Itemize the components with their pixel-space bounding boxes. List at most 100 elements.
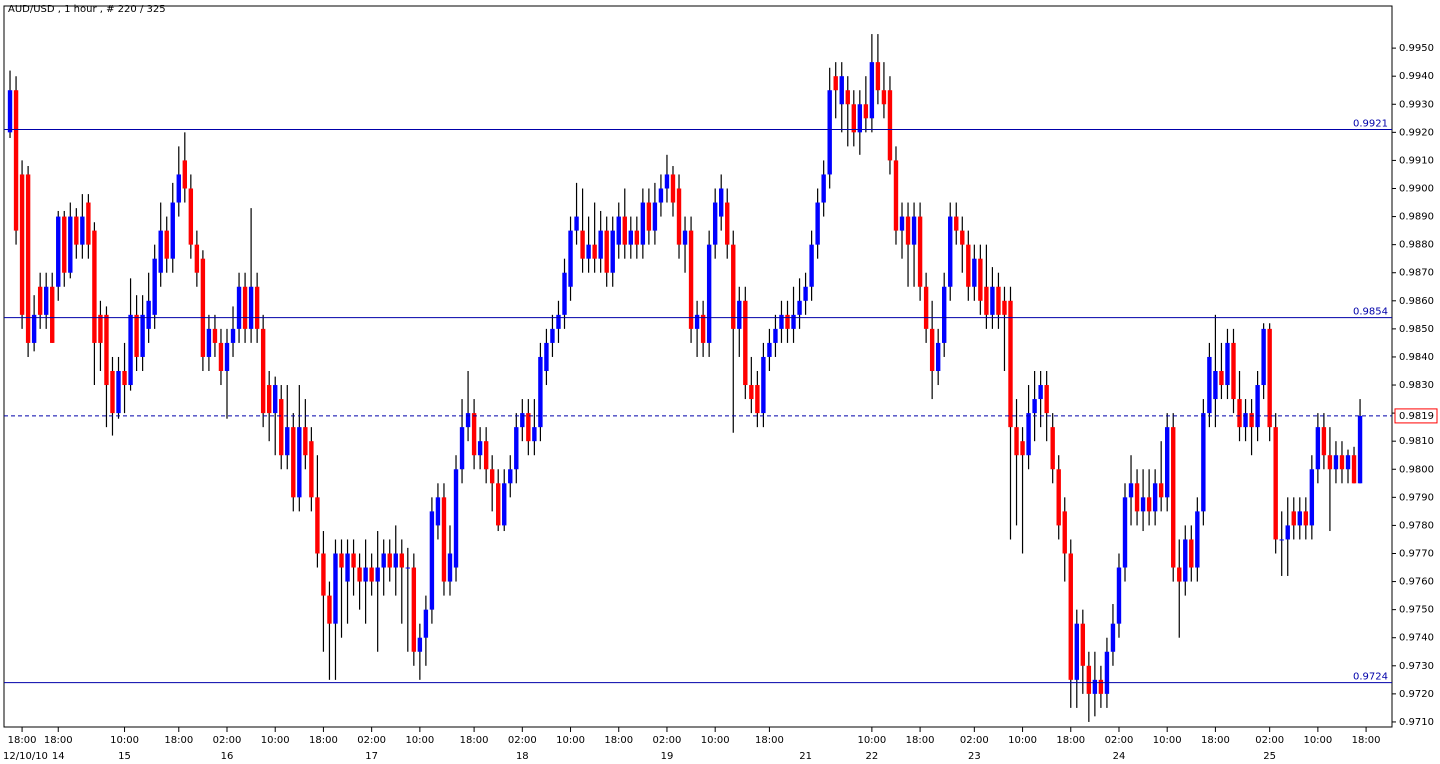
candle-body — [911, 216, 917, 245]
candle-body — [640, 202, 646, 245]
candle-body — [477, 441, 483, 456]
y-tick-label: 0.9830 — [1399, 380, 1434, 391]
candle-body — [935, 342, 941, 371]
y-tick-label: 0.9930 — [1399, 99, 1434, 110]
candle-body — [526, 413, 531, 442]
candle-body — [1038, 385, 1043, 400]
y-tick-label: 0.9710 — [1399, 717, 1434, 728]
x-tick-label: 10:00 — [1303, 735, 1332, 746]
candle-body — [1225, 342, 1230, 386]
y-tick-label: 0.9730 — [1399, 661, 1434, 672]
level-label: 0.9921 — [1353, 119, 1388, 130]
candle-body — [471, 413, 477, 456]
candle-body — [652, 202, 658, 231]
candle-body — [1177, 567, 1182, 582]
candle-body — [37, 286, 43, 315]
candle-body — [128, 314, 133, 386]
candle-body — [43, 286, 49, 315]
candle-body — [1243, 413, 1248, 428]
candle-body — [441, 497, 447, 582]
candle-body — [532, 427, 537, 442]
candle-body — [604, 230, 609, 273]
x-tick-label: 10:00 — [261, 735, 290, 746]
candle-body — [514, 427, 519, 470]
y-tick-label: 0.9770 — [1399, 548, 1434, 559]
candle-body — [68, 216, 73, 273]
candle-body — [230, 328, 236, 343]
y-tick-label: 0.9840 — [1399, 352, 1434, 363]
candle-body — [917, 216, 923, 287]
candle-body — [821, 174, 826, 203]
level-label: 0.9854 — [1353, 307, 1388, 318]
candle-body — [1146, 497, 1152, 512]
candle-body — [761, 356, 766, 414]
candle-body — [339, 553, 344, 568]
candle-body — [1213, 370, 1218, 400]
y-tick-label: 0.9750 — [1399, 605, 1434, 616]
candle-body — [218, 342, 224, 371]
candle-body — [809, 244, 814, 287]
y-tick-label: 0.9920 — [1399, 127, 1434, 138]
candle-body — [351, 553, 356, 568]
candle-body — [1255, 385, 1260, 428]
candle-body — [978, 258, 983, 301]
candle-body — [435, 497, 441, 526]
candle-body — [1098, 679, 1104, 694]
candle-body — [19, 174, 25, 315]
x-tick-label: 18:00 — [1201, 735, 1230, 746]
x-tick-label: 02:00 — [1255, 735, 1284, 746]
candle-body — [1357, 415, 1363, 484]
candle-body — [869, 62, 875, 119]
x-date-label: 14 — [52, 751, 65, 762]
candle-body — [164, 230, 169, 259]
candle-body — [628, 230, 633, 245]
candle-body — [25, 174, 31, 343]
y-tick-label: 0.9880 — [1399, 240, 1434, 251]
candle-body — [182, 160, 188, 189]
x-tick-label: 18:00 — [906, 735, 935, 746]
candle-body — [538, 356, 543, 428]
candle-body — [941, 286, 947, 343]
candle-body — [303, 427, 308, 456]
candle-body — [1044, 385, 1049, 414]
candle-body — [7, 90, 13, 133]
candle-body — [755, 385, 760, 414]
x-tick-label: 02:00 — [960, 735, 989, 746]
candle-body — [1110, 623, 1116, 652]
candle-body — [839, 76, 844, 105]
candle-body — [767, 342, 772, 357]
candle-body — [845, 90, 850, 105]
x-tick-label: 10:00 — [110, 735, 139, 746]
candle-body — [1092, 679, 1098, 694]
candle-body — [170, 202, 175, 259]
candle-body — [737, 300, 742, 329]
candle-body — [212, 328, 218, 343]
candle-body — [520, 413, 525, 428]
candle-body — [1297, 511, 1302, 526]
candle-body — [188, 188, 194, 245]
candle-body — [309, 441, 314, 498]
candle-body — [785, 314, 790, 329]
candle-body — [375, 567, 380, 582]
candle-body — [700, 314, 706, 343]
candle-body — [1237, 399, 1242, 428]
candle-body — [285, 427, 290, 456]
candle-body — [224, 342, 230, 371]
candle-body — [616, 216, 621, 245]
candle-body — [321, 553, 326, 596]
candle-body — [387, 553, 392, 568]
candle-body — [417, 637, 423, 652]
x-date-label: 18 — [516, 751, 529, 762]
candle-body — [405, 567, 411, 569]
candle-body — [1020, 441, 1025, 456]
candle-body — [887, 90, 893, 161]
candle-body — [381, 553, 386, 568]
candle-body — [996, 286, 1001, 315]
candle-body — [194, 244, 200, 273]
x-date-label: 22 — [866, 751, 879, 762]
candle-body — [200, 258, 206, 357]
candle-body — [1116, 567, 1122, 624]
last-price-box — [1394, 408, 1438, 424]
candle-body — [1014, 427, 1019, 456]
candle-body — [248, 286, 254, 329]
